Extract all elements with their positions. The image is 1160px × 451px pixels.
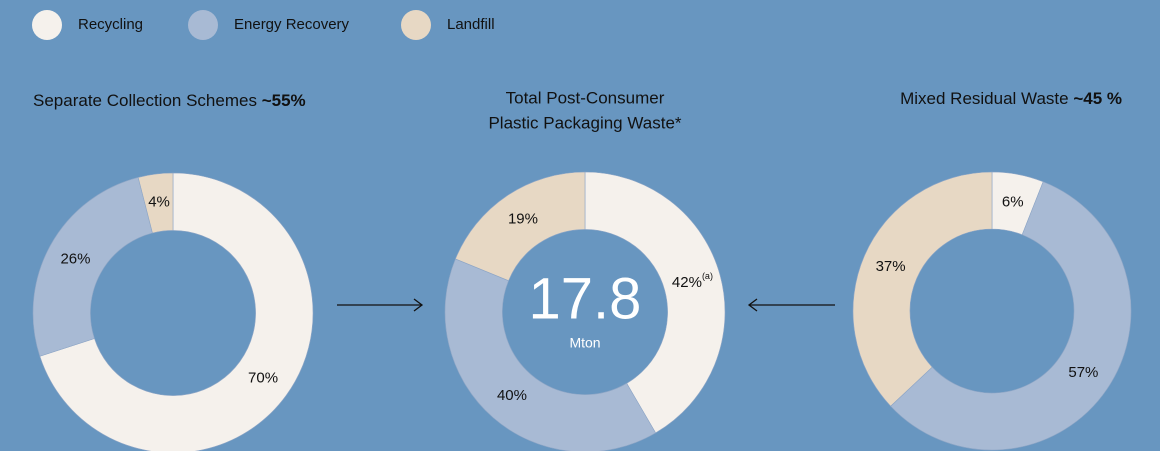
slice — [890, 181, 1132, 451]
slice — [444, 258, 657, 451]
data-label: 4% — [148, 194, 170, 211]
data-label: 26% — [60, 250, 90, 267]
data-label-text: 19% — [508, 211, 538, 228]
arrow — [747, 298, 835, 312]
data-label-text: 70% — [248, 369, 278, 386]
slice — [584, 171, 726, 434]
chart-title: Separate Collection Schemes ~55% — [33, 91, 306, 110]
slice — [455, 171, 586, 282]
data-label: 6% — [1002, 193, 1024, 210]
data-label-text: 4% — [148, 194, 170, 211]
data-label: 37% — [876, 258, 906, 275]
title-text: Separate Collection Schemes — [33, 91, 262, 110]
chart-title: Mixed Residual Waste ~45 % — [900, 89, 1122, 108]
data-label: 19% — [508, 211, 538, 228]
data-label: 40% — [497, 387, 527, 404]
legend-label: Recycling — [78, 16, 143, 33]
data-label-text: 26% — [60, 250, 90, 267]
title-share: ~45 % — [1073, 89, 1122, 108]
data-label-text: 37% — [876, 258, 906, 275]
data-label: 57% — [1068, 364, 1098, 381]
data-label-text: 6% — [1002, 193, 1024, 210]
data-label-text: 40% — [497, 387, 527, 404]
footnote-mark: (a) — [702, 271, 713, 281]
legend-label: Energy Recovery — [234, 16, 350, 33]
arrow — [337, 298, 424, 312]
legend-swatch — [188, 10, 218, 40]
title-share: ~55% — [262, 91, 306, 110]
data-label: 42%(a) — [672, 271, 713, 291]
center-unit: Mton — [569, 335, 600, 351]
legend-swatch — [401, 10, 431, 40]
slice — [39, 172, 314, 451]
chart-title: Total Post-Consumer — [506, 88, 665, 107]
legend-swatch — [32, 10, 62, 40]
slice — [852, 171, 993, 407]
slice — [32, 177, 153, 357]
title-text: Mixed Residual Waste — [900, 89, 1073, 108]
chart-title: Plastic Packaging Waste* — [488, 113, 681, 132]
slice — [137, 172, 174, 234]
data-label-text: 42% — [672, 274, 702, 291]
data-label-text: 57% — [1068, 364, 1098, 381]
legend-label: Landfill — [447, 16, 495, 33]
data-label: 70% — [248, 369, 278, 386]
center-value: 17.8 — [529, 266, 642, 331]
